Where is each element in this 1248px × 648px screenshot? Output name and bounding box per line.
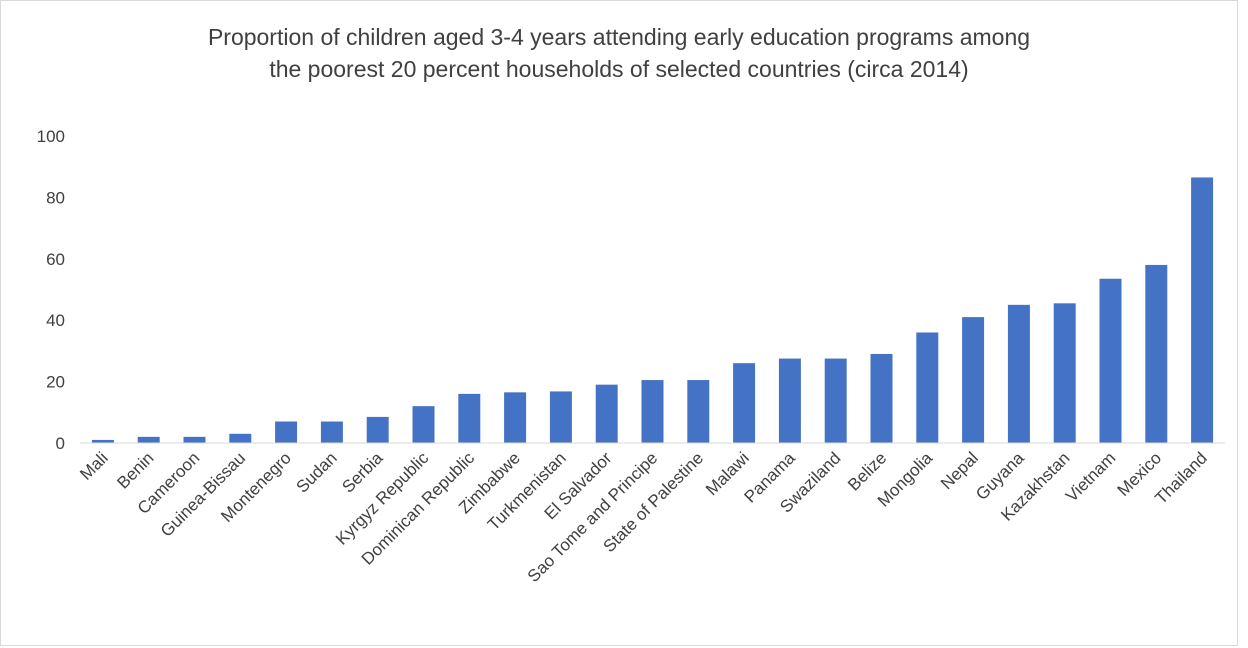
y-tick-label: 40 xyxy=(46,311,65,330)
bar xyxy=(1007,304,1030,443)
bar xyxy=(183,436,206,443)
chart-title: Proportion of children aged 3-4 years at… xyxy=(1,21,1237,85)
bar xyxy=(504,392,527,443)
bar xyxy=(1191,177,1214,443)
bar xyxy=(870,353,893,443)
y-tick-label: 80 xyxy=(46,188,65,207)
x-axis: Mali BeninCameroonGuinea-BissauMontenegro… xyxy=(76,448,1211,586)
bar xyxy=(229,433,252,443)
bar xyxy=(1145,264,1168,443)
x-tick-label: Sudan xyxy=(293,448,341,496)
chart-title-line-1: Proportion of children aged 3-4 years at… xyxy=(207,24,1031,50)
y-tick-label: 0 xyxy=(56,434,65,453)
bar xyxy=(687,380,710,443)
bar xyxy=(1053,303,1076,443)
y-tick-label: 20 xyxy=(46,373,65,392)
bar xyxy=(458,393,481,443)
bar xyxy=(1099,278,1122,443)
y-tick-label: 60 xyxy=(46,250,65,269)
bar xyxy=(275,421,298,443)
bar xyxy=(916,332,939,443)
bar xyxy=(549,391,572,443)
x-tick-label: Vietnam xyxy=(1062,448,1119,505)
bar xyxy=(412,406,435,443)
x-tick-label: Mali xyxy=(76,448,111,483)
bars xyxy=(91,177,1214,443)
bar xyxy=(91,439,114,443)
bar xyxy=(595,384,618,443)
bar xyxy=(641,380,664,443)
y-tick-label: 100 xyxy=(37,127,65,146)
bar xyxy=(824,358,847,443)
y-axis: 0 20 40 60 80 100 xyxy=(37,127,65,453)
bar xyxy=(320,421,343,443)
chart-title-line-2: the poorest 20 percent households of sel… xyxy=(269,56,969,82)
bar xyxy=(366,416,389,443)
bar xyxy=(137,436,160,443)
bar xyxy=(733,363,756,443)
x-tick-label: Benin xyxy=(113,448,157,492)
bar xyxy=(962,317,985,443)
bar xyxy=(778,358,801,443)
